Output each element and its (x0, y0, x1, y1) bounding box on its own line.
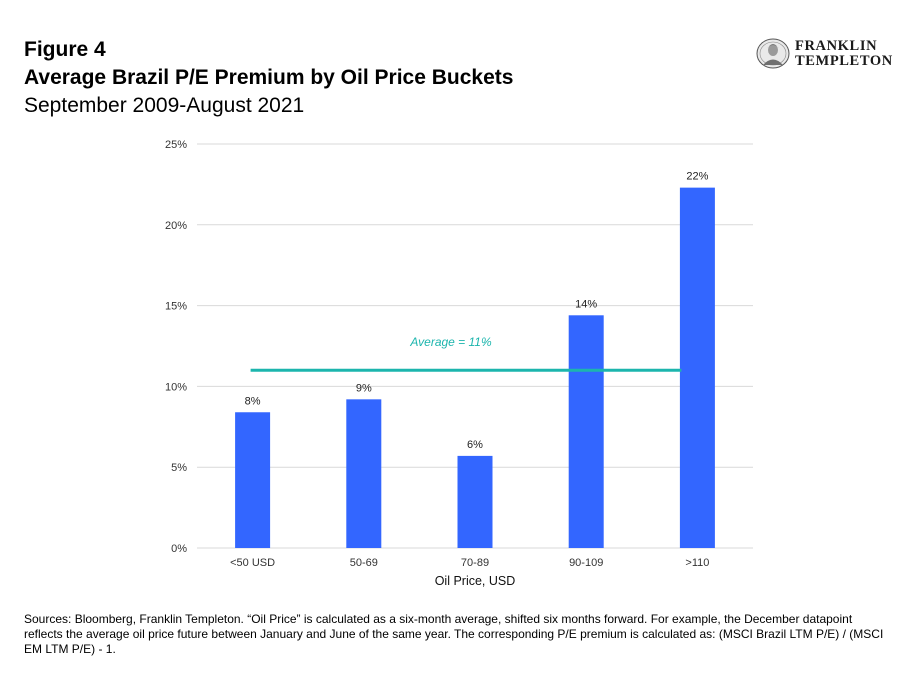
figure-label: Figure 4 (24, 38, 106, 61)
chart-subtitle: September 2009-August 2021 (24, 94, 305, 117)
x-tick-label: 50-69 (350, 557, 378, 569)
y-axis-ticks: 0% 5% 10% 15% 20% 25% (165, 139, 187, 555)
bar (457, 455, 493, 548)
y-tick-label: 25% (165, 139, 187, 151)
bars: 8% 9% 6% 14% 22% (235, 171, 715, 548)
bar (679, 187, 715, 548)
logo-line-2: TEMPLETON (795, 53, 893, 69)
x-tick-label: >110 (685, 557, 709, 569)
y-tick-label: 0% (171, 543, 187, 555)
data-label: 8% (245, 395, 261, 407)
y-tick-label: 20% (165, 220, 187, 232)
x-tick-label: 90-109 (569, 557, 603, 569)
data-label: 22% (686, 171, 708, 183)
logo-line-1: FRANKLIN (795, 38, 878, 54)
franklin-portrait-icon (756, 38, 790, 69)
x-axis-title: Oil Price, USD (435, 574, 516, 588)
bar-chart: 0% 5% 10% 15% 20% 25% 8% 9% 6% 14% 22% Average = … (165, 139, 753, 588)
x-axis-ticks: <50 USD 50-69 70-89 90-109 >110 (230, 557, 709, 569)
average-label: Average = 11% (409, 335, 492, 349)
bar (568, 315, 604, 548)
data-label: 6% (467, 439, 483, 451)
y-tick-label: 15% (165, 301, 187, 313)
y-tick-label: 5% (171, 462, 187, 474)
source-footnote: Sources: Bloomberg, Franklin Templeton. … (24, 612, 884, 656)
bar (235, 412, 271, 548)
x-tick-label: 70-89 (461, 557, 489, 569)
logo-wordmark: FRANKLIN TEMPLETON (795, 39, 893, 69)
bar (346, 399, 382, 548)
y-tick-label: 10% (165, 381, 187, 393)
data-label: 14% (575, 298, 597, 310)
average-layer: Average = 11% (250, 335, 682, 372)
x-tick-label: <50 USD (230, 557, 275, 569)
data-label: 9% (356, 382, 372, 394)
franklin-templeton-logo: FRANKLIN TEMPLETON (756, 38, 901, 72)
chart-title: Average Brazil P/E Premium by Oil Price … (24, 66, 514, 89)
